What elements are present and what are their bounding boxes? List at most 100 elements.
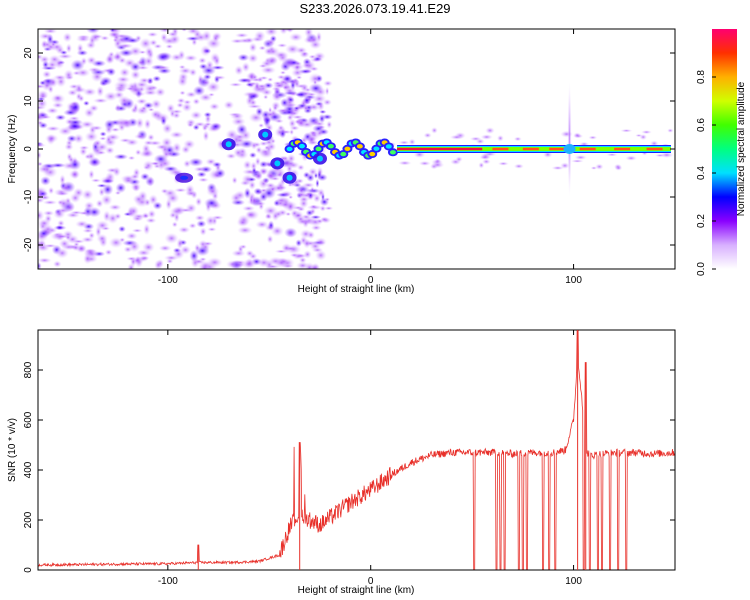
carrier-onset-core xyxy=(369,151,376,157)
noise-blob xyxy=(130,182,142,192)
noise-blob xyxy=(69,192,81,204)
noise-blob xyxy=(212,161,222,168)
noise-blob xyxy=(260,188,268,193)
snr-x-tick-label: 0 xyxy=(368,576,374,587)
noise-blob xyxy=(93,251,106,257)
noise-blob xyxy=(256,76,264,83)
noise-blob xyxy=(625,155,638,161)
noise-blob xyxy=(481,158,491,165)
noise-blob xyxy=(300,83,310,93)
noise-blob xyxy=(55,247,69,259)
noise-blob xyxy=(309,66,319,72)
noise-blob xyxy=(78,145,90,151)
noise-blob xyxy=(147,175,154,188)
carrier-onset-core xyxy=(344,146,351,151)
noise-blob xyxy=(89,32,101,43)
noise-blob xyxy=(201,30,212,42)
noise-blob xyxy=(211,33,220,43)
noise-blob xyxy=(231,249,246,257)
noise-blob xyxy=(53,95,63,101)
noise-blob xyxy=(205,186,220,197)
noise-blob xyxy=(204,197,220,209)
noise-blob xyxy=(160,188,169,194)
noise-blob xyxy=(127,262,135,269)
noise-blob xyxy=(83,107,95,118)
noise-blob xyxy=(306,135,317,145)
noise-blob xyxy=(82,87,97,97)
noise-blob xyxy=(184,190,198,197)
noise-blob xyxy=(179,90,186,96)
noise-blob xyxy=(228,82,243,87)
noise-blob xyxy=(206,257,223,268)
noise-blob xyxy=(312,79,318,86)
noise-blob xyxy=(314,101,324,107)
noise-blob xyxy=(312,56,323,62)
noise-blob xyxy=(408,138,416,146)
noise-blob xyxy=(301,62,313,69)
noise-blob xyxy=(298,195,310,203)
noise-blob xyxy=(258,63,268,69)
noise-blob xyxy=(295,178,304,184)
noise-blob xyxy=(271,92,283,102)
noise-blob xyxy=(108,31,121,39)
noise-blob xyxy=(259,191,268,202)
noise-blob xyxy=(223,100,235,110)
noise-blob xyxy=(268,106,273,114)
noise-blob xyxy=(308,39,322,50)
noise-blob xyxy=(68,169,81,180)
noise-blob xyxy=(143,223,151,236)
noise-blob xyxy=(595,163,604,170)
noise-blob xyxy=(234,65,244,76)
spectrogram-y-tick-label: 0 xyxy=(23,146,34,152)
noise-blob xyxy=(38,54,44,60)
noise-blob xyxy=(176,237,184,250)
noise-blob xyxy=(154,259,163,269)
noise-blob xyxy=(202,130,210,142)
noise-blob xyxy=(194,214,206,222)
snr-x-tick-label: 100 xyxy=(565,576,582,587)
noise-blob xyxy=(237,77,252,84)
noise-blob xyxy=(118,225,126,233)
noise-blob xyxy=(73,133,84,144)
noise-blob xyxy=(322,98,332,106)
noise-blob xyxy=(98,187,106,197)
noise-blob xyxy=(573,132,582,139)
noise-blob xyxy=(306,230,316,240)
noise-blob xyxy=(430,161,445,169)
noise-blob xyxy=(249,195,254,206)
noise-blob xyxy=(243,36,255,44)
noise-blob xyxy=(480,134,493,140)
noise-blob xyxy=(125,138,139,147)
noise-blob xyxy=(243,187,252,199)
noise-blob xyxy=(249,98,258,107)
carrier-line-core xyxy=(614,147,631,151)
snr-series-line xyxy=(38,330,675,570)
noise-blob xyxy=(308,130,319,136)
noise-blob xyxy=(172,247,182,254)
noise-blob xyxy=(58,238,71,249)
carrier-onset-core xyxy=(373,146,380,151)
noise-blob xyxy=(90,71,104,83)
noise-blob xyxy=(160,115,167,126)
noise-blob xyxy=(236,123,248,136)
noise-blob xyxy=(135,59,147,66)
spectrogram-x-tick-label: -100 xyxy=(158,275,178,286)
noise-blob xyxy=(144,46,154,58)
noise-blob xyxy=(300,51,309,56)
burst-core xyxy=(563,144,576,154)
noise-blob xyxy=(264,145,270,151)
noise-blob xyxy=(144,198,151,207)
noise-blob xyxy=(133,133,147,140)
noise-blob xyxy=(261,88,273,97)
noise-blob xyxy=(270,186,275,192)
spectrogram-y-tick-label: 20 xyxy=(23,47,34,59)
noise-blob xyxy=(198,264,211,269)
noise-blob xyxy=(40,176,51,186)
noise-blob xyxy=(265,111,275,118)
noise-blob xyxy=(113,80,130,92)
noise-blob xyxy=(230,262,247,268)
colorbar-tick-label: 0.6 xyxy=(696,118,707,132)
colorbar-tick-label: 0.4 xyxy=(696,166,707,180)
noise-blob xyxy=(44,133,59,143)
